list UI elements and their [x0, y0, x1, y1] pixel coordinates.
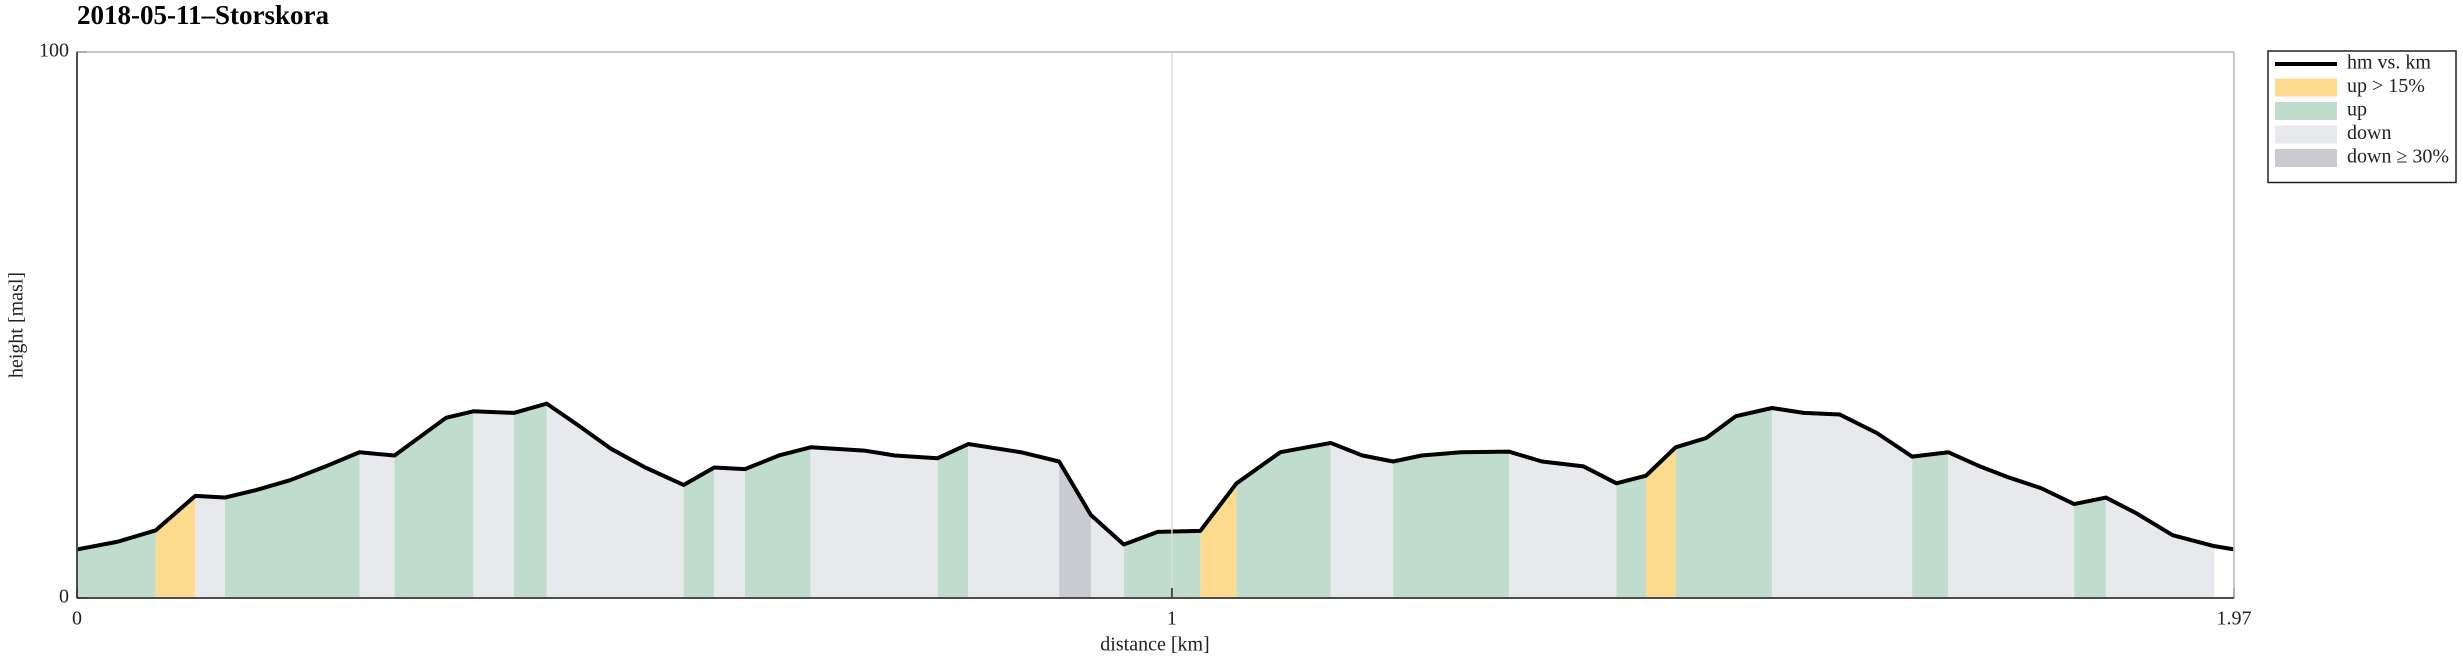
- area: [1059, 461, 1091, 598]
- y-tick-label: 0: [59, 586, 69, 608]
- legend-swatch: [2275, 102, 2337, 120]
- y-axis-label: height [masl]: [6, 272, 28, 378]
- x-tick-label: 0: [72, 608, 82, 630]
- legend-label: up > 15%: [2347, 75, 2425, 97]
- x-axis-label: distance [km]: [1100, 634, 1209, 656]
- legend-swatch: [2275, 78, 2337, 97]
- x-tick-label: 1.97: [2217, 608, 2252, 630]
- x-tick-label: 1: [1167, 608, 1177, 630]
- legend-swatch: [2275, 125, 2337, 144]
- legend-label: hm vs. km: [2347, 52, 2431, 74]
- legend-label: down: [2347, 122, 2391, 144]
- profile-line: [76, 401, 2235, 552]
- y-tick-label: 100: [39, 40, 69, 62]
- legend-swatch: [2275, 149, 2337, 167]
- area: [77, 403, 2106, 598]
- chart-title: 2018-05-11–Storskora: [77, 0, 329, 30]
- legend-label: down ≥ 30%: [2347, 146, 2449, 168]
- area: [195, 403, 2215, 598]
- legend-label: up: [2347, 99, 2367, 121]
